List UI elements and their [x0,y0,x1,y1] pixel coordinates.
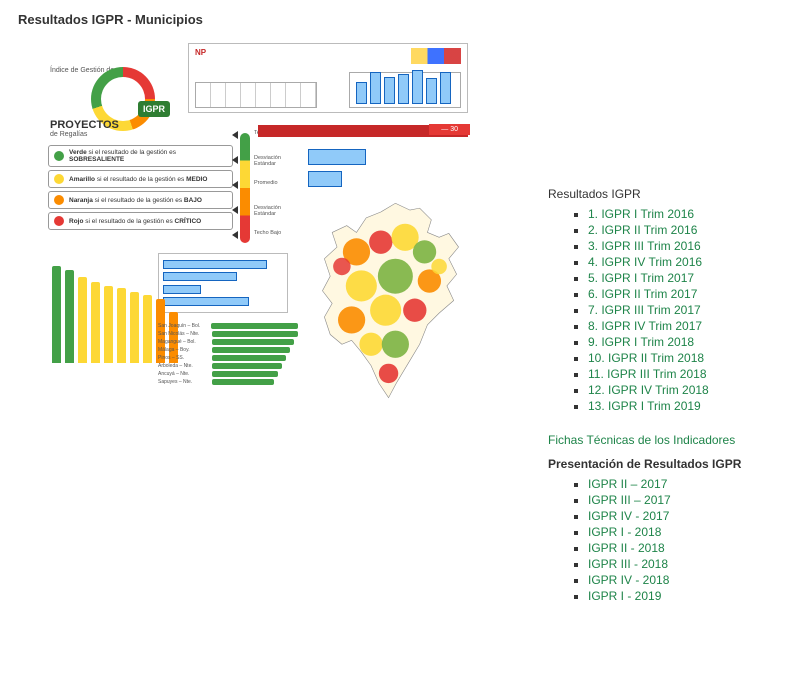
red-status-bar: — 30 [258,125,468,137]
resultados-list: 1. IGPR I Trim 2016 2. IGPR II Trim 2016 3… [548,207,791,413]
list-item: 2. IGPR II Trim 2016 [588,223,791,237]
legend-row: Verde si el resultado de la gestión es S… [48,145,233,167]
list-link[interactable]: IGPR II – 2017 [588,477,667,491]
legend: Verde si el resultado de la gestión es S… [48,145,233,233]
list-link[interactable]: 9. IGPR I Trim 2018 [588,335,694,349]
list-link[interactable]: 5. IGPR I Trim 2017 [588,271,694,285]
list-item: 13. IGPR I Trim 2019 [588,399,791,413]
list-item: 9. IGPR I Trim 2018 [588,335,791,349]
list-item: 3. IGPR III Trim 2016 [588,239,791,253]
ranking-bars: San Joaquín – Bol.San Nicolás – Nte.Maga… [158,321,298,387]
list-item: IGPR I - 2018 [588,525,791,539]
list-link[interactable]: IGPR I - 2019 [588,589,661,603]
list-link[interactable]: 2. IGPR II Trim 2016 [588,223,697,237]
resultados-header: Resultados IGPR [548,187,791,201]
list-item: 7. IGPR III Trim 2017 [588,303,791,317]
panel-header: NP [188,43,468,113]
list-link[interactable]: 12. IGPR IV Trim 2018 [588,383,709,397]
list-item: 12. IGPR IV Trim 2018 [588,383,791,397]
page-title: Resultados IGPR - Municipios [18,12,791,27]
list-item: IGPR IV - 2018 [588,573,791,587]
list-link[interactable]: 4. IGPR IV Trim 2016 [588,255,702,269]
list-link[interactable]: IGPR IV - 2017 [588,509,669,523]
list-item: 5. IGPR I Trim 2017 [588,271,791,285]
list-item: 11. IGPR III Trim 2018 [588,367,791,381]
list-link[interactable]: 3. IGPR III Trim 2016 [588,239,701,253]
dashboard-thumbnail: NP Índice de Gestión de IGPR PROYECTOS d… [18,37,518,383]
list-item: IGPR III - 2018 [588,557,791,571]
list-link[interactable]: 10. IGPR II Trim 2018 [588,351,704,365]
list-item: 1. IGPR I Trim 2016 [588,207,791,221]
list-link[interactable]: 13. IGPR I Trim 2019 [588,399,701,413]
list-link[interactable]: IGPR III – 2017 [588,493,671,507]
list-item: IGPR I - 2019 [588,589,791,603]
list-item: 8. IGPR IV Trim 2017 [588,319,791,333]
presentacion-list: IGPR II – 2017 IGPR III – 2017 IGPR IV - 2… [548,477,791,603]
list-link[interactable]: 7. IGPR III Trim 2017 [588,303,701,317]
list-link[interactable]: 8. IGPR IV Trim 2017 [588,319,702,333]
list-link[interactable]: IGPR I - 2018 [588,525,661,539]
list-link[interactable]: 6. IGPR II Trim 2017 [588,287,697,301]
gov-logo-icon [411,48,461,64]
fichas-link[interactable]: Fichas Técnicas de los Indicadores [548,433,735,447]
list-item: 10. IGPR II Trim 2018 [588,351,791,365]
list-link[interactable]: 1. IGPR I Trim 2016 [588,207,694,221]
list-link[interactable]: 11. IGPR III Trim 2018 [588,367,707,381]
list-item: 4. IGPR IV Trim 2016 [588,255,791,269]
list-link[interactable]: IGPR IV - 2018 [588,573,669,587]
colombia-map [303,198,478,403]
list-item: IGPR II – 2017 [588,477,791,491]
mini-bars [308,143,388,203]
scale-thermometer: Techo AltoDesviación EstándarPromedioDes… [240,133,250,243]
legend-row: Naranja si el resultado de la gestión es… [48,191,233,209]
list-item: IGPR III – 2017 [588,493,791,507]
list-link[interactable]: IGPR III - 2018 [588,557,668,571]
list-item: 6. IGPR II Trim 2017 [588,287,791,301]
list-item: IGPR IV - 2017 [588,509,791,523]
presentacion-header: Presentación de Resultados IGPR [548,457,791,471]
legend-row: Rojo si el resultado de la gestión es CR… [48,212,233,230]
legend-row: Amarillo si el resultado de la gestión e… [48,170,233,188]
list-item: IGPR II - 2018 [588,541,791,555]
list-link[interactable]: IGPR II - 2018 [588,541,665,555]
igpr-logo: Índice de Gestión de IGPR PROYECTOS de R… [48,67,198,137]
